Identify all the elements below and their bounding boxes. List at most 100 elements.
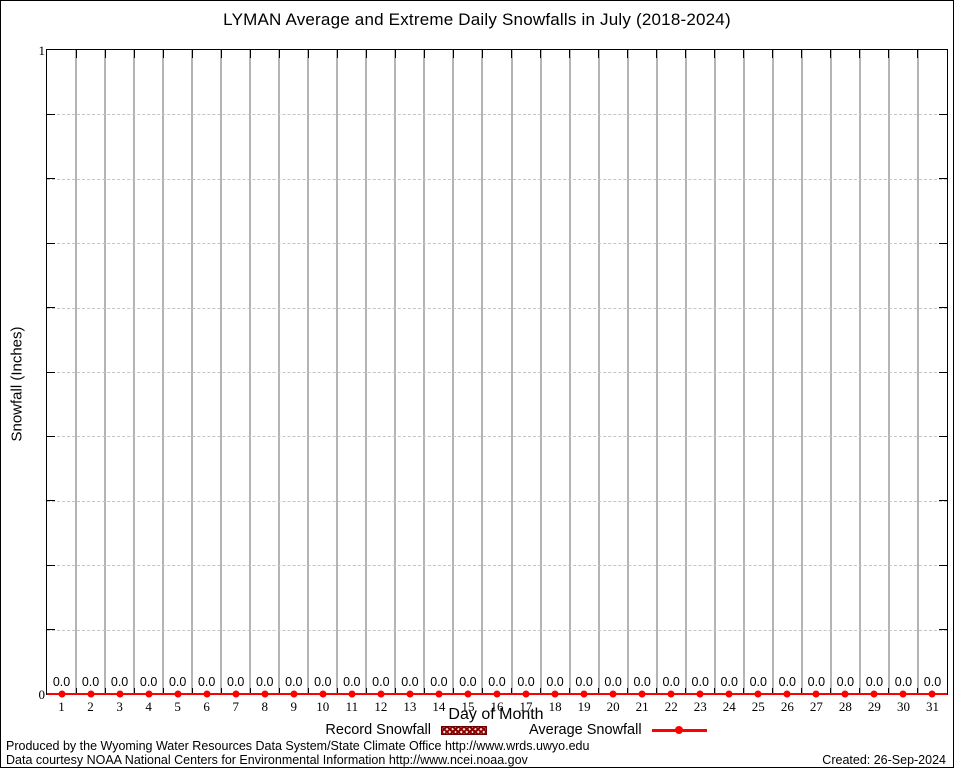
data-point-value-label: 0.0 [227, 675, 245, 689]
chart-title: LYMAN Average and Extreme Daily Snowfall… [223, 10, 731, 29]
data-point-value-label: 0.0 [81, 675, 100, 689]
x-tick-bottom [743, 688, 745, 694]
x-tick-bottom [220, 688, 222, 694]
x-tick-label: 16 [490, 699, 504, 714]
data-point-value-label: 0.0 [372, 675, 390, 689]
x-tick-bottom [801, 688, 803, 694]
x-tick-top [249, 50, 251, 58]
x-tick-top [917, 50, 919, 58]
x-tick-bottom [75, 688, 77, 694]
data-point-marker [696, 690, 704, 698]
y-tick-right [939, 435, 947, 437]
x-tick-label: 30 [896, 699, 910, 714]
data-point-value-label: 0.0 [343, 675, 361, 689]
data-point-marker [812, 690, 820, 698]
y-tick-left [47, 564, 55, 566]
x-tick-top [511, 50, 513, 58]
x-tick-label: 20 [606, 699, 620, 714]
x-tick-bottom [307, 688, 309, 694]
x-tick-top [772, 50, 774, 58]
data-point-value-label: 0.0 [110, 675, 129, 689]
x-tick-label: 3 [116, 699, 123, 714]
record-snowfall-swatch-icon [440, 725, 487, 735]
data-point-value-label: 0.0 [604, 675, 622, 689]
data-point-value-label: 0.0 [285, 675, 303, 689]
legend-item-record-snowfall: Record Snowfall [325, 722, 487, 738]
x-tick-bottom [423, 688, 425, 694]
data-point-value-label: 0.0 [430, 675, 448, 689]
x-tick-bottom [336, 688, 338, 694]
data-point-marker [928, 690, 936, 698]
data-point-value-label: 0.0 [488, 675, 506, 689]
x-tick-bottom [714, 688, 716, 694]
y-tick-left [47, 113, 55, 115]
data-point-marker [899, 690, 907, 698]
x-tick-top [598, 50, 600, 58]
data-point-value-label: 0.0 [459, 675, 477, 689]
data-point-marker [232, 690, 240, 698]
y-tick-right [939, 629, 947, 631]
x-tick-top [481, 50, 483, 58]
x-tick-top [685, 50, 687, 58]
data-point-value-label: 0.0 [139, 675, 158, 689]
horizontal-gridline [47, 500, 947, 502]
x-tick-bottom [162, 688, 164, 694]
x-tick-top [627, 50, 629, 58]
x-tick-label: 17 [519, 699, 533, 714]
data-point-marker [319, 690, 327, 698]
x-tick-top [307, 50, 309, 58]
data-point-value-label: 0.0 [401, 675, 419, 689]
y-tick-right [939, 307, 947, 309]
x-tick-label: 24 [722, 699, 736, 714]
data-point-value-label: 0.0 [836, 675, 855, 689]
footer-producer-text: Produced by the Wyoming Water Resources … [6, 739, 590, 753]
x-tick-label: 31 [925, 699, 939, 714]
x-tick-top [830, 50, 832, 58]
average-snowfall-line-icon [651, 726, 707, 734]
x-tick-top [888, 50, 890, 58]
data-point-value-label: 0.0 [923, 675, 942, 689]
x-tick-bottom [394, 688, 396, 694]
x-tick-label: 28 [838, 699, 852, 714]
x-tick-bottom [365, 688, 367, 694]
x-tick-label: 8 [261, 699, 268, 714]
data-point-marker [174, 690, 182, 698]
x-tick-label: 2 [87, 699, 94, 714]
x-tick-label: 4 [145, 699, 152, 714]
data-point-marker [580, 690, 588, 698]
y-tick-left [47, 242, 55, 244]
legend-average-label: Average Snowfall [528, 722, 642, 738]
x-tick-top [859, 50, 861, 58]
y-tick-left [47, 500, 55, 502]
data-point-value-label: 0.0 [633, 675, 651, 689]
x-tick-top [104, 50, 106, 58]
x-tick-bottom [656, 688, 658, 694]
data-point-value-label: 0.0 [168, 675, 187, 689]
x-tick-top [75, 50, 77, 58]
x-tick-bottom [104, 688, 106, 694]
data-point-value-label: 0.0 [52, 675, 71, 689]
data-point-marker [58, 690, 66, 698]
x-tick-bottom [511, 688, 513, 694]
x-tick-label: 6 [203, 699, 210, 714]
y-tick-left [47, 435, 55, 437]
data-point-value-label: 0.0 [865, 675, 884, 689]
data-point-value-label: 0.0 [546, 675, 564, 689]
data-point-marker [87, 690, 95, 698]
y-tick-left [47, 371, 55, 373]
data-point-value-label: 0.0 [807, 675, 826, 689]
x-tick-top [656, 50, 658, 58]
x-tick-bottom [191, 688, 193, 694]
legend-record-label: Record Snowfall [325, 722, 431, 738]
data-point-marker [870, 690, 878, 698]
y-tick-right [939, 113, 947, 115]
x-tick-label: 9 [290, 699, 298, 714]
data-point-marker [464, 690, 472, 698]
horizontal-gridline [47, 629, 947, 631]
data-point-marker [638, 690, 646, 698]
y-tick-label-max: 1 [38, 43, 46, 58]
data-point-marker [522, 690, 530, 698]
data-point-marker [667, 690, 675, 698]
x-tick-label: 11 [345, 699, 359, 714]
